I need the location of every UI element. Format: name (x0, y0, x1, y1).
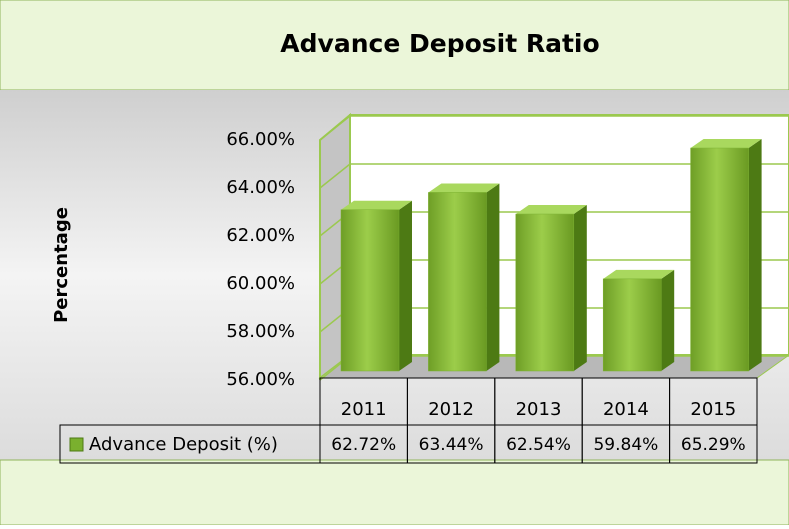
y-tick-label: 62.00% (226, 225, 295, 246)
x-tick-label: 2011 (341, 399, 387, 420)
grid-line (319, 163, 789, 189)
data-label: 63.44% (419, 435, 484, 455)
bar (515, 205, 587, 372)
legend-label: Advance Deposit (%) (89, 434, 278, 455)
bar-front (515, 213, 575, 372)
x-tick-label: 2012 (428, 399, 474, 420)
legend-swatch (69, 437, 84, 452)
y-axis-label: Percentage (51, 207, 72, 323)
y-tick-label: 60.00% (226, 273, 295, 294)
bar-front (340, 209, 400, 372)
y-tick-label: 58.00% (226, 321, 295, 342)
bar-front (690, 147, 749, 372)
bar-side (661, 269, 675, 371)
table-cell (669, 424, 758, 464)
legend-cell (59, 424, 321, 464)
bar (602, 269, 675, 372)
bar (690, 139, 762, 372)
chart-title: Advance Deposit Ratio (280, 29, 599, 58)
bar-top (341, 200, 412, 210)
data-label: 65.29% (681, 435, 746, 455)
bar-top (515, 205, 587, 215)
bar-top (603, 269, 675, 279)
data-label: 62.72% (331, 435, 396, 455)
data-label: 59.84% (593, 435, 658, 455)
bar-side (748, 139, 762, 371)
y-tick-label: 64.00% (226, 177, 295, 198)
x-tick-label: 2013 (516, 399, 562, 420)
bar-side (399, 200, 412, 371)
bar-top (428, 183, 500, 193)
bar-front (602, 278, 662, 372)
x-tick-label: 2014 (603, 399, 649, 420)
bar (428, 183, 500, 372)
bar-top (690, 139, 762, 149)
bar-side (573, 205, 587, 371)
x-tick-label: 2015 (690, 399, 736, 420)
y-tick-label: 66.00% (226, 129, 295, 150)
bar-front (428, 192, 487, 372)
footer-band (0, 459, 789, 526)
y-tick-label: 56.00% (226, 369, 295, 390)
bar-side (486, 183, 500, 371)
data-label: 62.54% (506, 435, 571, 455)
grid-line (319, 115, 789, 141)
bar (340, 200, 412, 372)
